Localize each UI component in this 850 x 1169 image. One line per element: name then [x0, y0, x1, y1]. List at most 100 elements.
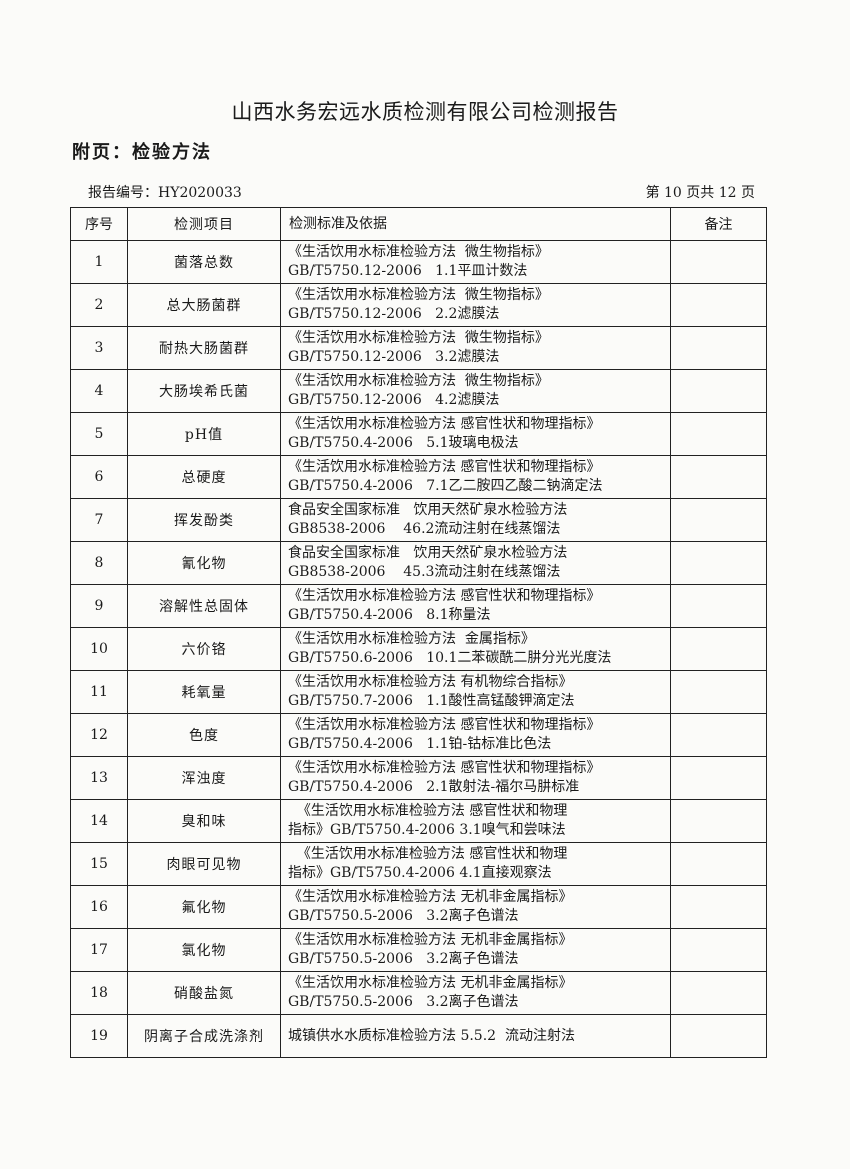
column-header-no: 序号 [70, 207, 128, 241]
table-row: 17 氯化物 《生活饮用水标准检验方法 无机非金属指标》 GB/T5750.5-200… [70, 928, 767, 972]
report-title: 山西水务宏远水质检测有限公司检测报告 [231, 100, 619, 124]
standard-line-1: 《生活饮用水标准检验方法 无机非金属指标》 [288, 932, 573, 948]
standard-line-1: 《生活饮用水标准检验方法 感官性状和物理 [288, 846, 568, 862]
remark [670, 455, 767, 499]
remark [670, 928, 767, 972]
column-header-remark: 备注 [670, 207, 767, 241]
row-number: 18 [70, 971, 128, 1015]
test-item: pH值 [127, 412, 281, 456]
row-number: 14 [70, 799, 128, 843]
remark [670, 1014, 767, 1058]
test-item: 耐热大肠菌群 [127, 326, 281, 370]
row-number: 8 [70, 541, 128, 585]
test-standard: 《生活饮用水标准检验方法 微生物指标》 GB/T5750.12-2006 1.1平… [280, 240, 671, 284]
column-header-item: 检测项目 [127, 207, 281, 241]
table-row: 1 菌落总数 《生活饮用水标准检验方法 微生物指标》 GB/T5750.12-2006… [70, 240, 767, 284]
standard-line-1: 《生活饮用水标准检验方法 微生物指标》 [288, 287, 549, 303]
remark [670, 627, 767, 671]
standard-line-2: GB/T5750.5-2006 3.2离子色谱法 [288, 951, 519, 967]
table-row: 12 色度 《生活饮用水标准检验方法 感官性状和物理指标》 GB/T5750.4-20… [70, 713, 767, 757]
table-row: 8 氰化物 食品安全国家标准 饮用天然矿泉水检验方法 GB8538-2006 45.3… [70, 541, 767, 585]
test-standard: 《生活饮用水标准检验方法 微生物指标》 GB/T5750.12-2006 4.2滤… [280, 369, 671, 413]
test-item: 菌落总数 [127, 240, 281, 284]
remark [670, 713, 767, 757]
standard-line-1: 《生活饮用水标准检验方法 金属指标》 [288, 631, 535, 647]
standard-line-2: GB/T5750.12-2006 4.2滤膜法 [288, 392, 500, 408]
table-row: 11 耗氧量 《生活饮用水标准检验方法 有机物综合指标》 GB/T5750.7-200… [70, 670, 767, 714]
test-standard: 《生活饮用水标准检验方法 微生物指标》 GB/T5750.12-2006 2.2滤… [280, 283, 671, 327]
remark [670, 326, 767, 370]
test-standard: 城镇供水水质标准检验方法 5.5.2 流动注射法 [280, 1014, 671, 1058]
standard-line-1: 《生活饮用水标准检验方法 微生物指标》 [288, 244, 549, 260]
row-number: 17 [70, 928, 128, 972]
standard-line-1: 《生活饮用水标准检验方法 无机非金属指标》 [288, 889, 573, 905]
test-standard: 《生活饮用水标准检验方法 金属指标》 GB/T5750.6-2006 10.1二苯… [280, 627, 671, 671]
row-number: 7 [70, 498, 128, 542]
row-number: 5 [70, 412, 128, 456]
test-item: 溶解性总固体 [127, 584, 281, 628]
table-row: 16 氟化物 《生活饮用水标准检验方法 无机非金属指标》 GB/T5750.5-200… [70, 885, 767, 929]
remark [670, 412, 767, 456]
standard-line-2: GB/T5750.4-2006 8.1称量法 [288, 607, 491, 623]
table-row: 6 总硬度 《生活饮用水标准检验方法 感官性状和物理指标》 GB/T5750.4-20… [70, 455, 767, 499]
test-item: 氟化物 [127, 885, 281, 929]
standard-line-1: 《生活饮用水标准检验方法 感官性状和物理指标》 [288, 588, 601, 604]
standard-line-2: GB8538-2006 45.3流动注射在线蒸馏法 [288, 564, 561, 580]
standard-line-2: GB/T5750.12-2006 2.2滤膜法 [288, 306, 500, 322]
standard-line-2: GB/T5750.6-2006 10.1二苯碳酰二肼分光光度法 [288, 650, 612, 666]
test-item: 总大肠菌群 [127, 283, 281, 327]
test-item: 臭和味 [127, 799, 281, 843]
standard-line-2: GB/T5750.4-2006 2.1散射法-福尔马肼标准 [288, 779, 580, 795]
remark [670, 971, 767, 1015]
test-standard: 《生活饮用水标准检验方法 无机非金属指标》 GB/T5750.5-2006 3.2… [280, 885, 671, 929]
table-row: 18 硝酸盐氮 《生活饮用水标准检验方法 无机非金属指标》 GB/T5750.5-20… [70, 971, 767, 1015]
report-number: 报告编号：HY2020033 [88, 185, 242, 201]
test-standard: 《生活饮用水标准检验方法 微生物指标》 GB/T5750.12-2006 3.2滤… [280, 326, 671, 370]
standard-line-1: 《生活饮用水标准检验方法 感官性状和物理指标》 [288, 416, 601, 432]
test-standard: 《生活饮用水标准检验方法 感官性状和物理指标》 GB/T5750.4-2006 8… [280, 584, 671, 628]
test-standard: 《生活饮用水标准检验方法 无机非金属指标》 GB/T5750.5-2006 3.2… [280, 928, 671, 972]
test-standard: 食品安全国家标准 饮用天然矿泉水检验方法 GB8538-2006 45.3流动注射… [280, 541, 671, 585]
row-number: 3 [70, 326, 128, 370]
remark [670, 670, 767, 714]
standard-line-1: 《生活饮用水标准检验方法 无机非金属指标》 [288, 975, 573, 991]
table-row: 10 六价铬 《生活饮用水标准检验方法 金属指标》 GB/T5750.6-2006 1… [70, 627, 767, 671]
standard-line-2: 指标》GB/T5750.4-2006 3.1嗅气和尝味法 [288, 822, 566, 838]
test-standard: 《生活饮用水标准检验方法 有机物综合指标》 GB/T5750.7-2006 1.1… [280, 670, 671, 714]
test-item: 六价铬 [127, 627, 281, 671]
remark [670, 283, 767, 327]
test-item: 耗氧量 [127, 670, 281, 714]
standard-line-2: GB/T5750.4-2006 5.1玻璃电极法 [288, 435, 519, 451]
column-header-standard: 检测标准及依据 [280, 207, 671, 241]
table-row: 4 大肠埃希氏菌 《生活饮用水标准检验方法 微生物指标》 GB/T5750.12-20… [70, 369, 767, 413]
test-standard: 《生活饮用水标准检验方法 感官性状和物理指标》 GB/T5750.4-2006 1… [280, 713, 671, 757]
remark [670, 885, 767, 929]
table-row: 2 总大肠菌群 《生活饮用水标准检验方法 微生物指标》 GB/T5750.12-200… [70, 283, 767, 327]
table-row: 7 挥发酚类 食品安全国家标准 饮用天然矿泉水检验方法 GB8538-2006 46.… [70, 498, 767, 542]
test-item: 大肠埃希氏菌 [127, 369, 281, 413]
row-number: 6 [70, 455, 128, 499]
standard-line-1: 城镇供水水质标准检验方法 5.5.2 流动注射法 [288, 1027, 575, 1044]
standard-line-2: GB/T5750.4-2006 7.1乙二胺四乙酸二钠滴定法 [288, 478, 603, 494]
table-row: 5 pH值 《生活饮用水标准检验方法 感官性状和物理指标》 GB/T5750.4-20… [70, 412, 767, 456]
table-row: 3 耐热大肠菌群 《生活饮用水标准检验方法 微生物指标》 GB/T5750.12-20… [70, 326, 767, 370]
row-number: 4 [70, 369, 128, 413]
standard-line-2: 指标》GB/T5750.4-2006 4.1直接观察法 [288, 865, 552, 881]
remark [670, 799, 767, 843]
appendix-subtitle: 附页：检验方法 [72, 142, 212, 163]
test-standard: 食品安全国家标准 饮用天然矿泉水检验方法 GB8538-2006 46.2流动注射… [280, 498, 671, 542]
remark [670, 584, 767, 628]
standard-line-2: GB8538-2006 46.2流动注射在线蒸馏法 [288, 521, 561, 537]
table-row: 9 溶解性总固体 《生活饮用水标准检验方法 感官性状和物理指标》 GB/T5750.4… [70, 584, 767, 628]
standard-line-2: GB/T5750.4-2006 1.1铂-钴标准比色法 [288, 736, 552, 752]
table-header-row: 序号 检测项目 检测标准及依据 备注 [70, 207, 767, 241]
test-item: 挥发酚类 [127, 498, 281, 542]
test-item: 浑浊度 [127, 756, 281, 800]
remark [670, 369, 767, 413]
standard-line-2: GB/T5750.5-2006 3.2离子色谱法 [288, 908, 519, 924]
test-standard: 《生活饮用水标准检验方法 感官性状和物理指标》 GB/T5750.4-2006 7… [280, 455, 671, 499]
standard-line-1: 《生活饮用水标准检验方法 感官性状和物理 [288, 803, 568, 819]
page-info: 第 10 页共 12 页 [645, 185, 755, 201]
standard-line-1: 《生活饮用水标准检验方法 感官性状和物理指标》 [288, 459, 601, 475]
table-row: 14 臭和味 《生活饮用水标准检验方法 感官性状和物理 指标》GB/T5750.4-… [70, 799, 767, 843]
